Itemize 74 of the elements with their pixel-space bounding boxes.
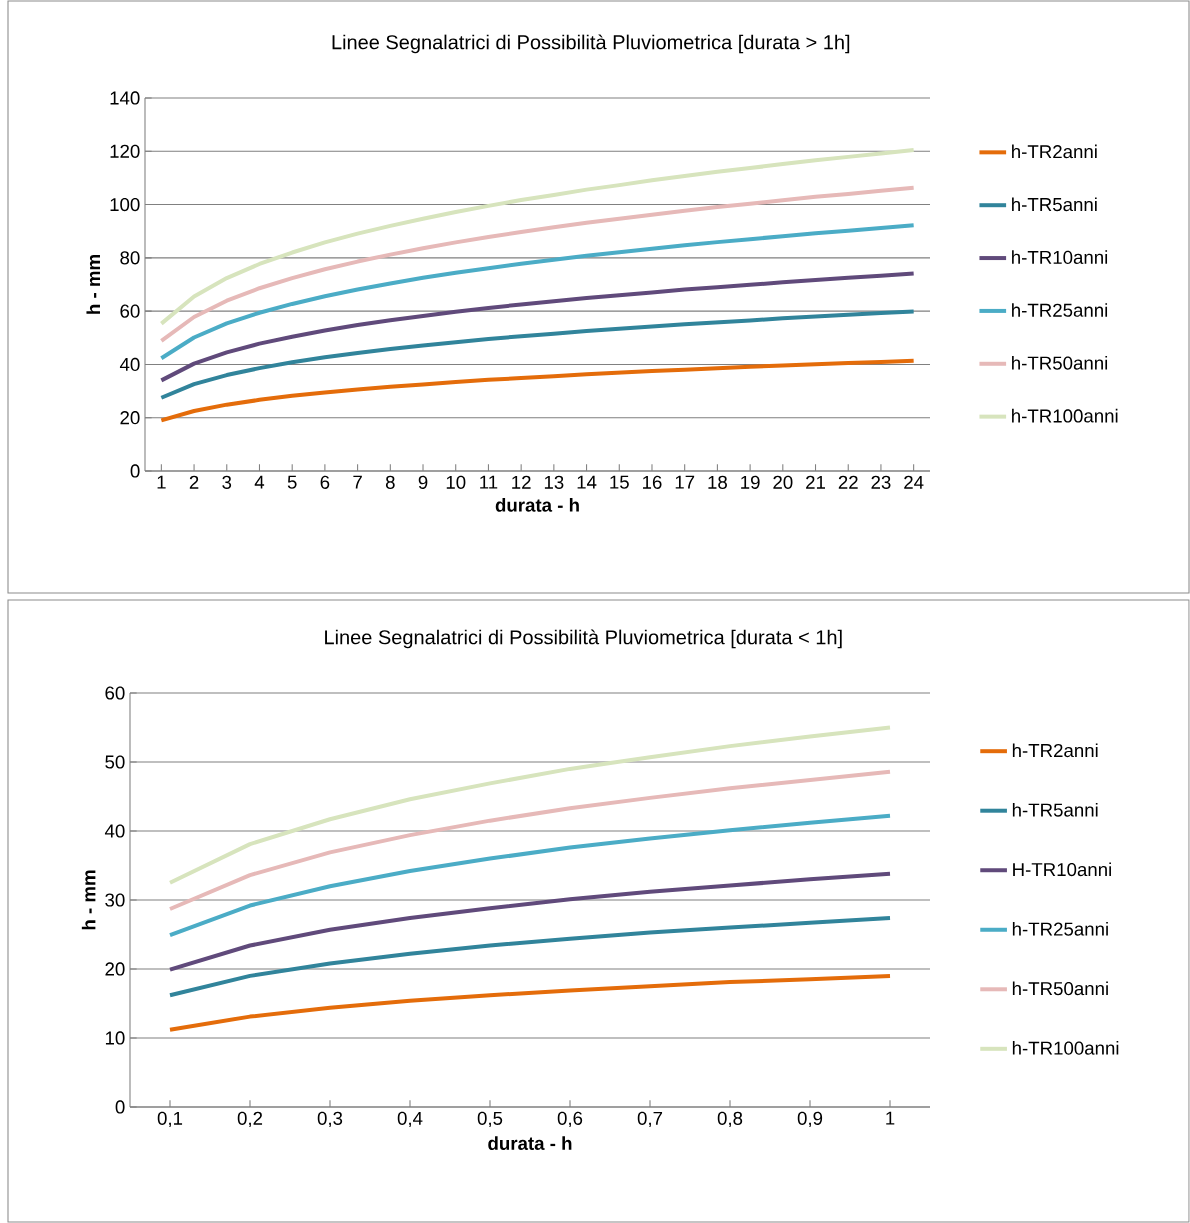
y-axis-title: h - mm — [86, 255, 100, 314]
line-series — [159, 223, 916, 361]
line-series — [168, 813, 893, 938]
x-tick-label: 16 — [643, 475, 662, 489]
x-tick-label: 18 — [708, 475, 727, 489]
legend-label: h-TR25anni — [1012, 303, 1108, 317]
x-tick-label: 14 — [577, 475, 597, 489]
x-tick-label: 0,7 — [637, 1111, 663, 1128]
x-tick-label: 20 — [773, 475, 793, 489]
x-tick-label: 5 — [287, 475, 297, 489]
x-axis-title: durata - h — [495, 498, 579, 512]
x-tick-label: 1 — [157, 475, 166, 489]
line-series — [168, 871, 893, 972]
x-tick-label: 23 — [871, 475, 891, 489]
line-series — [159, 147, 916, 326]
x-tick-label: 0,4 — [397, 1111, 423, 1128]
y-tick-label: 50 — [105, 755, 125, 769]
x-tick-label: 15 — [610, 475, 629, 489]
legend-label: h-TR100anni — [1012, 1041, 1119, 1055]
y-tick-label: 30 — [105, 893, 125, 907]
y-tick-label: 120 — [110, 144, 140, 158]
legend-label: h-TR2anni — [1012, 144, 1097, 159]
legend-label: h-TR50anni — [1012, 356, 1108, 370]
x-tick-label: 4 — [254, 475, 265, 489]
x-tick-label: 24 — [904, 475, 924, 489]
chart-title: Linee Segnalatrici di Possibilità Pluviometrica [durata < 1h] — [325, 629, 842, 649]
x-tick-label: 11 — [480, 475, 498, 489]
x-tick-label: 8 — [385, 475, 395, 489]
legend-label: h-TR2anni — [1012, 743, 1098, 758]
y-tick-label: 60 — [105, 686, 125, 700]
legend-label: h-TR25anni — [1012, 922, 1108, 936]
legend-label: h-TR100anni — [1012, 408, 1118, 423]
x-tick-label: 0,9 — [797, 1111, 823, 1128]
x-tick-label: 0,1 — [157, 1111, 183, 1128]
chart-title: Linee Segnalatrici di Possibilità Pluviometrica [durata > 1h] — [332, 34, 850, 54]
y-tick-label: 10 — [105, 1031, 125, 1045]
x-tick-label: 0,8 — [717, 1111, 743, 1128]
legend-label: H-TR10anni — [1013, 862, 1111, 877]
x-tick-label: 19 — [741, 475, 760, 489]
x-tick-label: 13 — [544, 475, 564, 489]
y-tick-label: 60 — [120, 304, 140, 318]
y-tick-label: 0 — [115, 1100, 125, 1114]
y-tick-label: 100 — [110, 197, 140, 212]
x-tick-label: 1 — [886, 1111, 895, 1125]
y-tick-label: 20 — [120, 411, 140, 425]
y-tick-label: 0 — [130, 464, 140, 478]
x-tick-label: 6 — [320, 475, 330, 489]
x-tick-label: 22 — [838, 475, 858, 489]
x-tick-label: 3 — [222, 475, 232, 489]
x-axis-title: durata - h — [488, 1136, 572, 1150]
line-series — [168, 725, 893, 885]
y-tick-label: 40 — [119, 357, 140, 372]
x-tick-label: 7 — [353, 475, 362, 489]
y-axis-title: h - mm — [81, 870, 96, 930]
line-series — [159, 271, 916, 383]
y-tick-label: 40 — [104, 824, 125, 838]
y-tick-label: 20 — [105, 962, 125, 976]
y-tick-label: 80 — [120, 251, 140, 265]
x-tick-label: 0,3 — [317, 1111, 343, 1128]
legend-label: h-TR10anni — [1012, 250, 1108, 265]
legend-label: h-TR5anni — [1012, 802, 1098, 817]
x-tick-label: 0,2 — [237, 1111, 263, 1128]
legend-label: h-TR5anni — [1012, 197, 1097, 212]
x-tick-label: 9 — [418, 475, 428, 489]
x-tick-label: 21 — [806, 475, 825, 489]
x-tick-label: 0,5 — [477, 1111, 503, 1128]
line-series — [168, 915, 893, 998]
x-tick-label: 2 — [189, 475, 199, 489]
x-tick-label: 0,6 — [557, 1111, 583, 1128]
x-tick-label: 12 — [512, 475, 531, 489]
x-tick-label: 17 — [675, 475, 695, 489]
x-tick-label: 10 — [446, 475, 466, 489]
y-tick-label: 140 — [110, 91, 140, 105]
legend-label: h-TR50anni — [1012, 981, 1108, 996]
